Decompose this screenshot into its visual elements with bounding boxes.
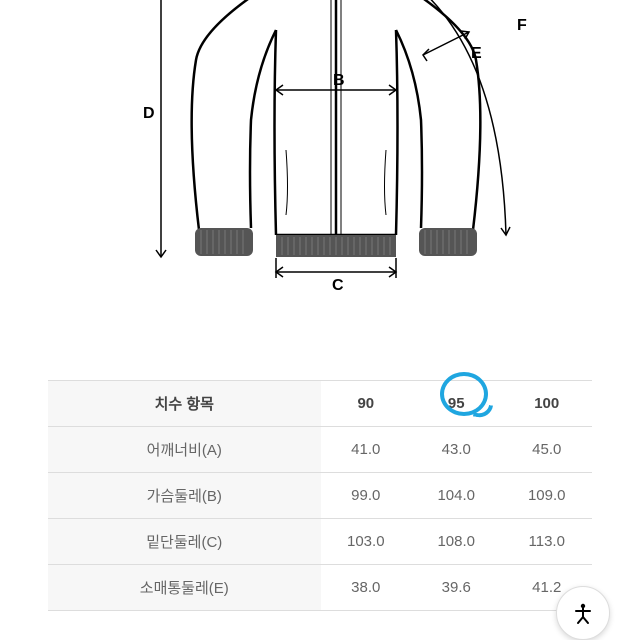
row-label: 밑단둘레(C) — [48, 519, 321, 565]
jacket-schematic-svg: A B C D E F — [51, 0, 571, 300]
label-A: A — [333, 0, 345, 4]
table-row: 어깨너비(A) 41.0 43.0 45.0 — [48, 427, 592, 473]
cell: 45.0 — [501, 427, 592, 473]
cell: 109.0 — [501, 473, 592, 519]
cell: 41.0 — [321, 427, 411, 473]
header-label: 치수 항목 — [48, 381, 321, 427]
col-100: 100 — [501, 381, 592, 427]
fab-button[interactable] — [556, 586, 610, 640]
person-icon — [571, 601, 595, 625]
cell: 103.0 — [321, 519, 411, 565]
table-header-row: 치수 항목 90 95 100 — [48, 381, 592, 427]
cell: 113.0 — [501, 519, 592, 565]
table-row: 소매통둘레(E) 38.0 39.6 41.2 — [48, 565, 592, 611]
size-table-container: 치수 항목 90 95 100 어깨너비(A) 41.0 43.0 45.0 가… — [48, 380, 592, 611]
label-F: F — [517, 17, 527, 34]
cell: 108.0 — [411, 519, 501, 565]
col-90: 90 — [321, 381, 411, 427]
table-row: 가슴둘레(B) 99.0 104.0 109.0 — [48, 473, 592, 519]
cell: 38.0 — [321, 565, 411, 611]
row-label: 소매통둘레(E) — [48, 565, 321, 611]
row-label: 어깨너비(A) — [48, 427, 321, 473]
label-D: D — [143, 105, 155, 122]
cell: 43.0 — [411, 427, 501, 473]
cell: 39.6 — [411, 565, 501, 611]
label-E: E — [471, 45, 482, 62]
cell: 99.0 — [321, 473, 411, 519]
cell: 104.0 — [411, 473, 501, 519]
label-C: C — [332, 277, 344, 294]
row-label: 가슴둘레(B) — [48, 473, 321, 519]
label-B: B — [333, 72, 345, 89]
table-row: 밑단둘레(C) 103.0 108.0 113.0 — [48, 519, 592, 565]
size-table: 치수 항목 90 95 100 어깨너비(A) 41.0 43.0 45.0 가… — [48, 380, 592, 611]
measurement-diagram: A B C D E F — [0, 0, 622, 300]
col-95: 95 — [411, 381, 501, 427]
